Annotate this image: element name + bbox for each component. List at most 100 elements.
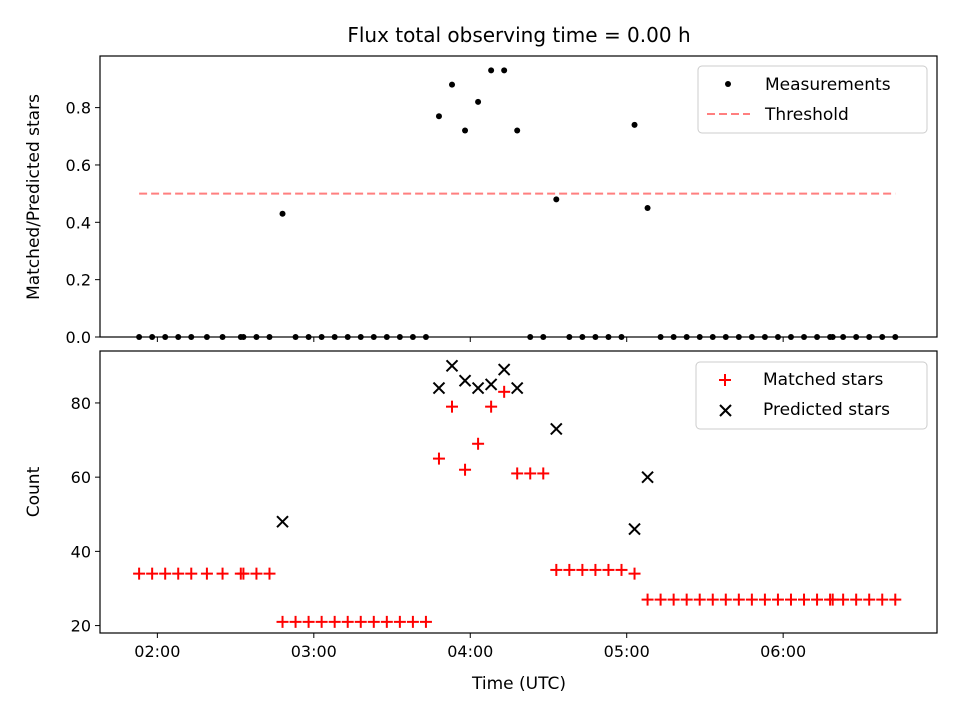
top-y-tick-label: 0.4 [66, 213, 91, 232]
bottom-x-ticks: 02:00 03:00 04:00 05:00 06:00 [134, 633, 806, 661]
legend-threshold-label: Threshold [764, 105, 849, 125]
x-tick-label: 06:00 [760, 642, 806, 661]
matched-star-point [289, 615, 302, 628]
bottom-panel: 20 40 60 80 02:00 03:00 04:00 05:00 06:00 Count… [24, 350, 938, 694]
predicted-star-point [510, 381, 524, 395]
matched-star-point [654, 593, 667, 606]
matched-star-point [341, 615, 354, 628]
legend-predicted-label: Predicted stars [763, 400, 890, 420]
top-panel: 0.00.20.40.60.8 Matched/Predicted stars … [24, 55, 938, 347]
top-y-tick-label: 0.6 [66, 156, 91, 175]
predicted-star-point [471, 381, 485, 395]
measurement-point [462, 127, 469, 134]
bottom-axes-frame [99, 350, 938, 634]
matched-star-point [367, 615, 380, 628]
matched-star-point [537, 467, 550, 480]
matched-star-point [837, 593, 850, 606]
matched-star-point [732, 593, 745, 606]
x-tick-label: 04:00 [447, 642, 493, 661]
matched-star-point [472, 437, 485, 450]
matched-star-point [615, 563, 628, 576]
measurement-point [501, 67, 508, 74]
matched-star-point [563, 563, 576, 576]
matched-star-point [693, 593, 706, 606]
matched-star-point [798, 593, 811, 606]
matched-star-point [524, 467, 537, 480]
top-axes-frame [99, 55, 938, 338]
matched-star-point [771, 593, 784, 606]
predicted-star-point [458, 374, 472, 387]
predicted-star-point [628, 522, 641, 536]
matched-star-point [706, 593, 719, 606]
matched-star-point [250, 567, 263, 580]
legend-matched-label: Matched stars [763, 370, 883, 390]
matched-star-point [589, 563, 602, 576]
predicted-star-point [276, 515, 289, 528]
matched-star-point [680, 593, 693, 606]
top-legend-box [697, 65, 928, 134]
matched-star-point [628, 567, 641, 580]
measurement-point [475, 98, 482, 105]
matched-star-point [263, 567, 276, 580]
legend-measurements-label: Measurements [765, 75, 891, 95]
x-tick-label: 02:00 [134, 642, 180, 661]
matched-star-point [719, 593, 732, 606]
predicted-star-point [484, 378, 498, 391]
matched-star-point [602, 563, 615, 576]
matched-star-point [406, 615, 419, 628]
predicted-star-point [641, 470, 654, 484]
matched-star-point [315, 615, 328, 628]
matched-star-point [159, 567, 172, 580]
matched-star-point [889, 593, 902, 606]
matched-star-point [354, 615, 367, 628]
matched-star-point [826, 593, 839, 606]
legend-measurements-marker [725, 81, 731, 87]
matched-star-point [511, 467, 524, 480]
top-y-ticks: 0.0 0.2 0.4 0.6 0.8 [66, 99, 100, 347]
measurement-point [435, 113, 442, 120]
legend-predicted-marker [719, 404, 732, 417]
matched-star-point [876, 593, 889, 606]
chart-title: Flux total observing time = 0.00 h [347, 23, 690, 47]
top-legend: Measurements Threshold [697, 65, 928, 134]
bottom-y-tick-label: 20 [71, 617, 91, 636]
matched-star-point [498, 385, 511, 398]
bottom-y-tick-label: 60 [71, 468, 91, 487]
top-y-axis-label: Matched/Predicted stars [24, 94, 44, 300]
matched-star-point [863, 593, 876, 606]
measurement-point [488, 67, 495, 74]
legend-matched-marker [719, 374, 731, 386]
matched-star-point [146, 567, 159, 580]
measurement-point [514, 127, 521, 134]
matched-star-point [133, 567, 146, 580]
matched-star-point [380, 615, 393, 628]
matched-star-point [276, 615, 289, 628]
matched-star-point [667, 593, 680, 606]
matched-star-point [302, 615, 315, 628]
matched-star-point [172, 567, 185, 580]
matched-star-point [459, 463, 472, 476]
matched-star-point [432, 452, 445, 465]
matched-star-point [446, 400, 459, 413]
matched-star-point [550, 563, 563, 576]
measurement-point [644, 204, 651, 211]
matched-star-point [784, 593, 797, 606]
bottom-legend-box [695, 361, 928, 430]
x-tick-label: 05:00 [604, 642, 650, 661]
predicted-star-point [550, 422, 563, 436]
matched-star-point [419, 615, 432, 628]
matched-star-point [641, 593, 654, 606]
x-tick-label: 03:00 [291, 642, 337, 661]
measurement-point [449, 81, 456, 88]
top-y-tick-label: 0.0 [66, 328, 91, 347]
bottom-y-tick-label: 80 [71, 394, 91, 413]
top-y-tick-label: 0.8 [66, 99, 91, 118]
measurement-point [553, 196, 560, 203]
matched-star-point [485, 400, 498, 413]
bottom-y-axis-label: Count [24, 466, 44, 517]
x-axis-label: Time (UTC) [471, 674, 566, 694]
top-x-ticks [156, 337, 784, 342]
top-y-tick-label: 0.2 [66, 271, 91, 290]
matched-star-point [200, 567, 213, 580]
